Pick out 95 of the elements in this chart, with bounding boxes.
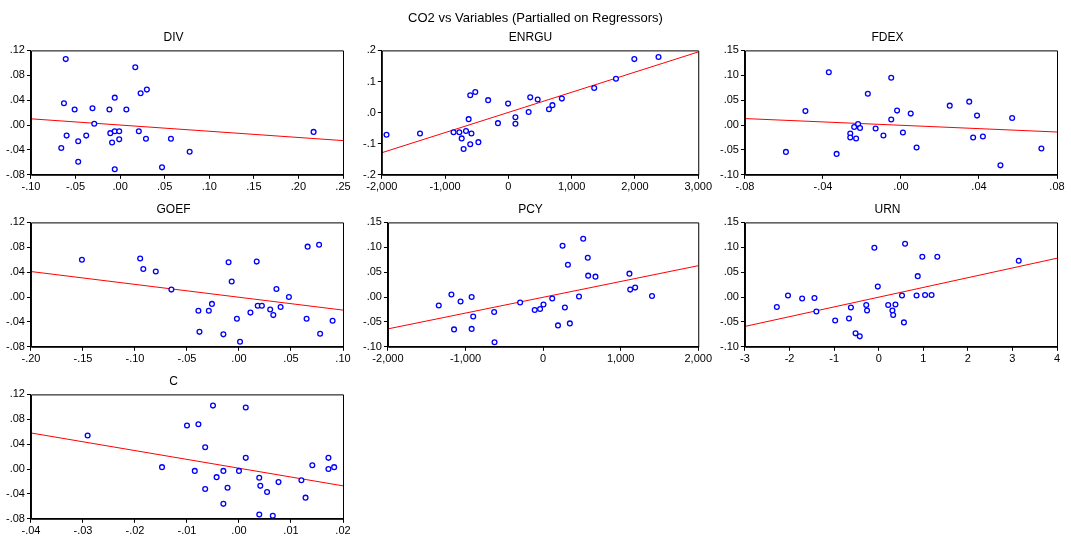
x-tick-label: 0 <box>505 180 512 193</box>
x-tick-label: 3,000 <box>684 180 712 193</box>
x-tick-label: -.04 <box>813 180 833 193</box>
chart-title: PCY <box>518 201 543 216</box>
chart-title: FDEX <box>871 29 904 44</box>
x-tick-label: -2,000 <box>366 180 398 193</box>
y-tick-label: .00 <box>9 290 25 303</box>
y-tick-label: .10 <box>723 240 739 253</box>
x-tick-label: .00 <box>112 180 128 193</box>
x-tick-label: -2 <box>784 352 795 365</box>
y-tick-label: .12 <box>9 43 25 56</box>
x-tick-label: 2,000 <box>684 352 712 365</box>
x-tick-label: .00 <box>231 352 247 365</box>
x-tick-label: .25 <box>335 180 351 193</box>
x-tick-label: -.05 <box>66 180 86 193</box>
x-tick-label: 3 <box>1009 352 1016 365</box>
x-tick-label: -.08 <box>735 180 755 193</box>
x-tick-label: -.04 <box>21 524 41 537</box>
y-tick-label: .04 <box>9 265 25 278</box>
chart-title: ENRGU <box>508 29 553 44</box>
y-tick-label: -.08 <box>5 511 25 524</box>
y-tick-label: .00 <box>9 462 25 475</box>
y-tick-label: .2 <box>366 43 376 56</box>
y-tick-label: -.10 <box>362 339 382 352</box>
y-tick-label: .00 <box>723 290 739 303</box>
x-tick-label: -.10 <box>125 352 145 365</box>
y-tick-label: .04 <box>9 437 25 450</box>
x-tick-label: -.15 <box>73 352 93 365</box>
x-tick-label: .00 <box>231 524 247 537</box>
x-tick-label: .02 <box>335 524 351 537</box>
y-tick-label: .08 <box>9 240 25 253</box>
y-tick-label: -.08 <box>5 339 25 352</box>
y-tick-label: .00 <box>366 290 382 303</box>
y-tick-label: -.04 <box>5 142 25 155</box>
y-tick-label: .15 <box>723 43 739 56</box>
x-tick-label: .08 <box>1049 180 1065 193</box>
chart-title: C <box>169 373 179 388</box>
chart-title: GOEF <box>156 201 191 216</box>
x-tick-label: .10 <box>201 180 217 193</box>
x-tick-label: .20 <box>290 180 307 193</box>
x-tick-label: 0 <box>540 352 547 365</box>
y-tick-label: -.10 <box>719 167 739 180</box>
y-tick-label: .0 <box>366 105 376 118</box>
y-tick-label: .1 <box>366 74 376 87</box>
y-tick-label: .15 <box>723 215 739 228</box>
y-tick-label: .12 <box>9 215 25 228</box>
x-tick-label: 2 <box>964 352 971 365</box>
x-tick-label: -1 <box>829 352 839 365</box>
x-tick-label: -3 <box>740 352 750 365</box>
x-tick-label: -.01 <box>177 524 197 537</box>
x-tick-label: .05 <box>283 352 299 365</box>
y-tick-label: .00 <box>723 118 739 131</box>
x-tick-label: .10 <box>335 352 351 365</box>
y-tick-label: -.05 <box>719 142 739 155</box>
y-tick-label: .05 <box>723 93 739 106</box>
y-tick-label: -.04 <box>5 486 25 499</box>
y-tick-label: -.08 <box>5 167 25 180</box>
y-tick-label: -.05 <box>362 314 382 327</box>
x-tick-label: .00 <box>893 180 909 193</box>
x-tick-label: 1,000 <box>557 180 586 193</box>
x-tick-label: -2,000 <box>372 352 404 365</box>
y-tick-label: .08 <box>9 412 25 425</box>
y-tick-label: .04 <box>9 93 25 106</box>
x-tick-label: 1 <box>920 352 927 365</box>
y-tick-label: .08 <box>9 68 25 81</box>
x-tick-label: -1,000 <box>449 352 482 365</box>
x-tick-label: -.05 <box>177 352 197 365</box>
x-tick-label: 2,000 <box>621 180 649 193</box>
chart-title: DIV <box>163 29 184 44</box>
x-tick-label: .04 <box>971 180 987 193</box>
chart-title: URN <box>874 201 901 216</box>
y-tick-label: -.10 <box>719 339 739 352</box>
x-tick-label: -.03 <box>73 524 93 537</box>
y-tick-label: -.1 <box>362 136 376 149</box>
y-tick-label: .15 <box>366 215 382 228</box>
y-tick-label: .12 <box>9 387 25 400</box>
x-tick-label: 0 <box>875 352 882 365</box>
x-tick-label: -1,000 <box>429 180 461 193</box>
y-tick-label: .00 <box>9 118 25 131</box>
x-tick-label: 1,000 <box>606 352 635 365</box>
x-tick-label: -.10 <box>21 180 41 193</box>
y-tick-label: -.2 <box>362 167 376 180</box>
y-tick-label: .05 <box>723 265 739 278</box>
x-tick-label: .05 <box>157 180 173 193</box>
x-tick-label: 4 <box>1053 352 1061 365</box>
y-tick-label: -.04 <box>5 314 25 327</box>
x-tick-label: .01 <box>283 524 299 537</box>
text: CO2 vs Variables (Partialled on Regressors) <box>407 10 664 25</box>
y-tick-label: .05 <box>366 265 382 278</box>
y-tick-label: -.05 <box>719 314 739 327</box>
y-tick-label: .10 <box>366 240 382 253</box>
x-tick-label: .15 <box>246 180 262 193</box>
x-tick-label: -.02 <box>125 524 145 537</box>
x-tick-label: -.20 <box>21 352 41 365</box>
y-tick-label: .10 <box>723 68 739 81</box>
